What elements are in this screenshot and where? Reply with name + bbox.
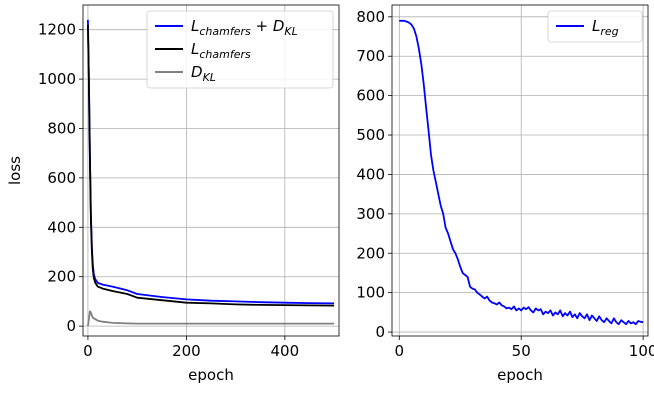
y-tick-label: 600	[47, 169, 76, 187]
y-tick-label: 500	[356, 126, 385, 144]
legend-label-chamfers: Lchamfers	[191, 40, 251, 61]
y-tick-label: 0	[66, 317, 76, 335]
y-tick-label: 600	[356, 87, 385, 105]
legend-label-reg: Lreg	[592, 17, 619, 38]
y-tick-label: 200	[356, 244, 385, 262]
chart-2: 0 50 100 0 100 200 300 400 500 600 700 800 epoch Lreg	[356, 4, 654, 384]
legend: Lreg	[547, 10, 643, 43]
y-tick-label: 800	[356, 8, 385, 26]
x-tick-label: 100	[629, 342, 654, 360]
plot-frame	[82, 4, 340, 337]
y-tick-label: 400	[356, 165, 385, 183]
y-tick-label: 700	[356, 47, 385, 65]
plot-frame	[391, 4, 649, 337]
series-line-kl	[87, 310, 335, 327]
legend-box	[547, 10, 643, 43]
y-tick-label: 300	[356, 205, 385, 223]
x-axis-label: epoch	[497, 366, 543, 384]
x-tick-label: 400	[271, 342, 300, 360]
y-tick-label: 0	[375, 323, 385, 341]
x-tick-label: 0	[83, 342, 93, 360]
y-tick-label: 400	[47, 218, 76, 236]
y-tick-label: 200	[47, 268, 76, 286]
x-tick-label: 200	[172, 342, 201, 360]
series-line-reg	[399, 19, 644, 326]
x-axis-label: epoch	[188, 366, 234, 384]
legend-box	[146, 10, 334, 89]
x-tick-label: 50	[512, 342, 531, 360]
series-line-chamfers	[87, 24, 335, 307]
y-tick-label: 800	[47, 120, 76, 138]
legend-label-kl: DKL	[191, 63, 216, 84]
y-tick-label: 100	[356, 284, 385, 302]
y-tick-label: 1200	[38, 21, 76, 39]
chart-1: 0 200 400 0 200 400 600 800 1000 1200 epoch loss Lch…	[6, 4, 340, 384]
x-tick-label: 0	[395, 342, 405, 360]
y-axis-label: loss	[6, 156, 24, 185]
legend-label-sum: Lchamfers + DKL	[191, 17, 298, 38]
y-tick-label: 1000	[38, 70, 76, 88]
